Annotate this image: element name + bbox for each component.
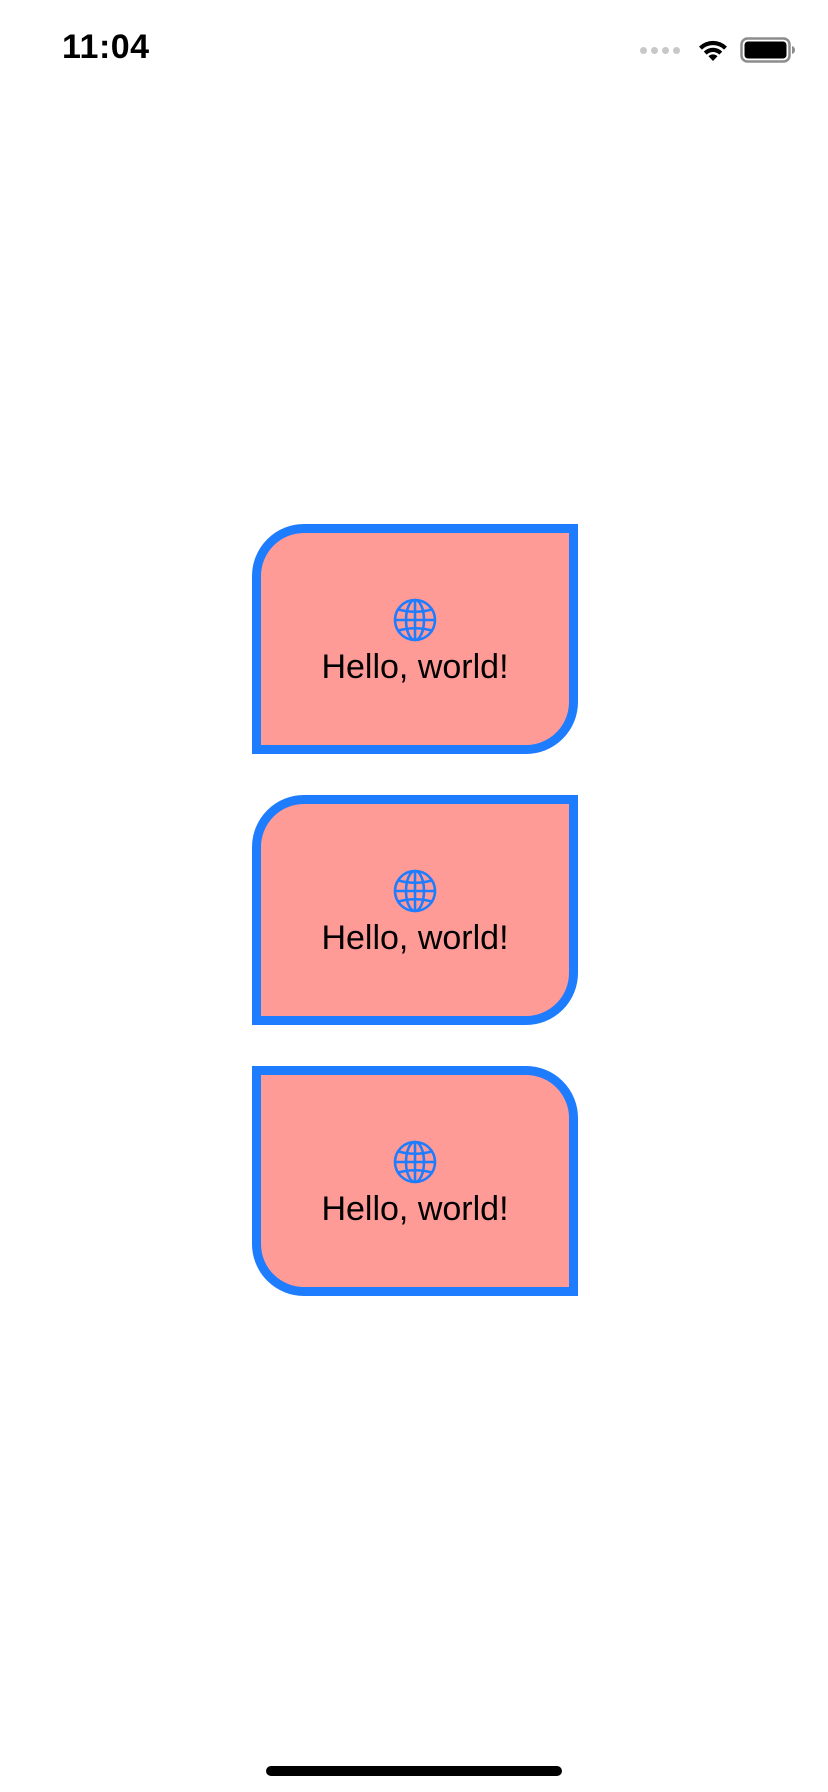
hello-card: Hello, world! xyxy=(252,795,578,1025)
globe-icon xyxy=(392,597,438,643)
cellular-signal-icon xyxy=(640,46,680,54)
battery-icon xyxy=(740,37,796,63)
card-text: Hello, world! xyxy=(321,648,509,686)
card-text: Hello, world! xyxy=(321,1190,509,1228)
status-time: 11:04 xyxy=(62,28,150,66)
globe-icon xyxy=(392,1139,438,1185)
hello-card: Hello, world! xyxy=(252,1066,578,1296)
status-bar: 11:04 xyxy=(0,0,828,100)
status-indicators xyxy=(640,34,796,66)
home-indicator[interactable] xyxy=(266,1766,562,1776)
wifi-icon xyxy=(696,37,730,63)
hello-card: Hello, world! xyxy=(252,524,578,754)
globe-icon xyxy=(392,868,438,914)
card-text: Hello, world! xyxy=(321,919,509,957)
